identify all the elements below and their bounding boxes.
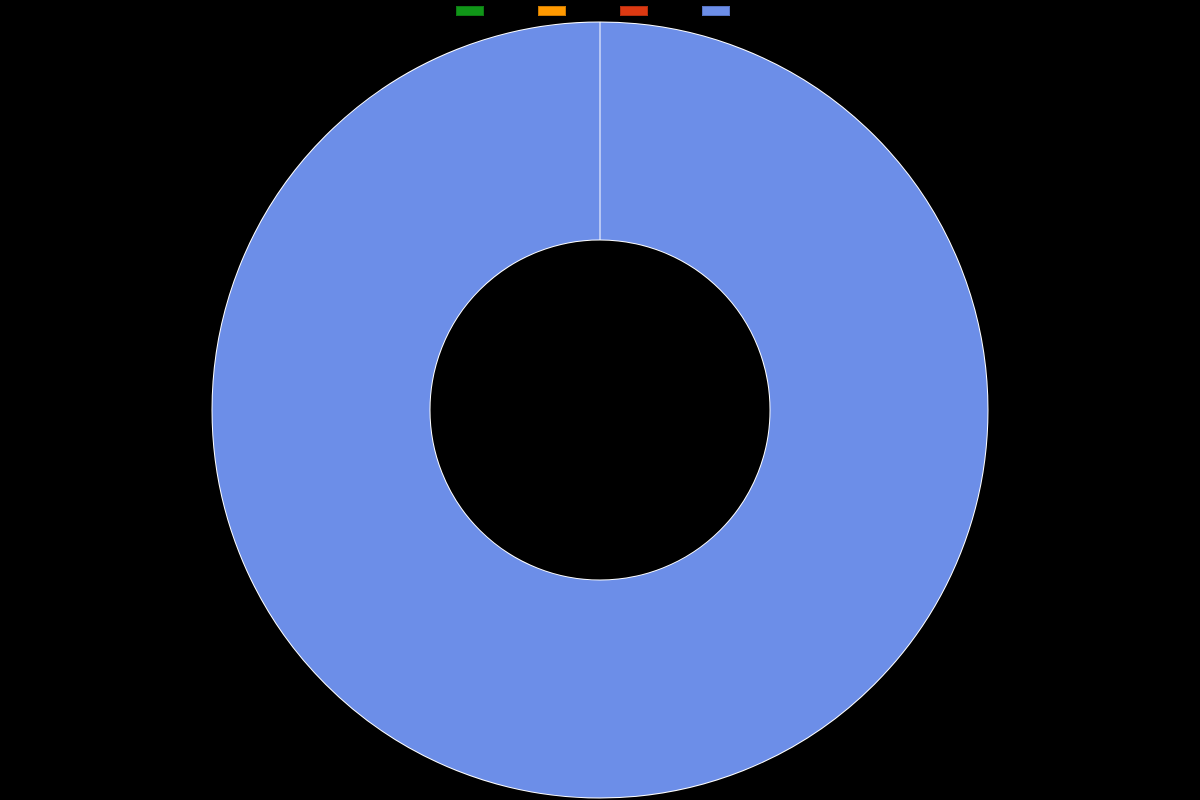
donut-hole bbox=[430, 240, 770, 580]
chart-canvas bbox=[0, 0, 1200, 800]
donut-chart bbox=[0, 0, 1200, 800]
